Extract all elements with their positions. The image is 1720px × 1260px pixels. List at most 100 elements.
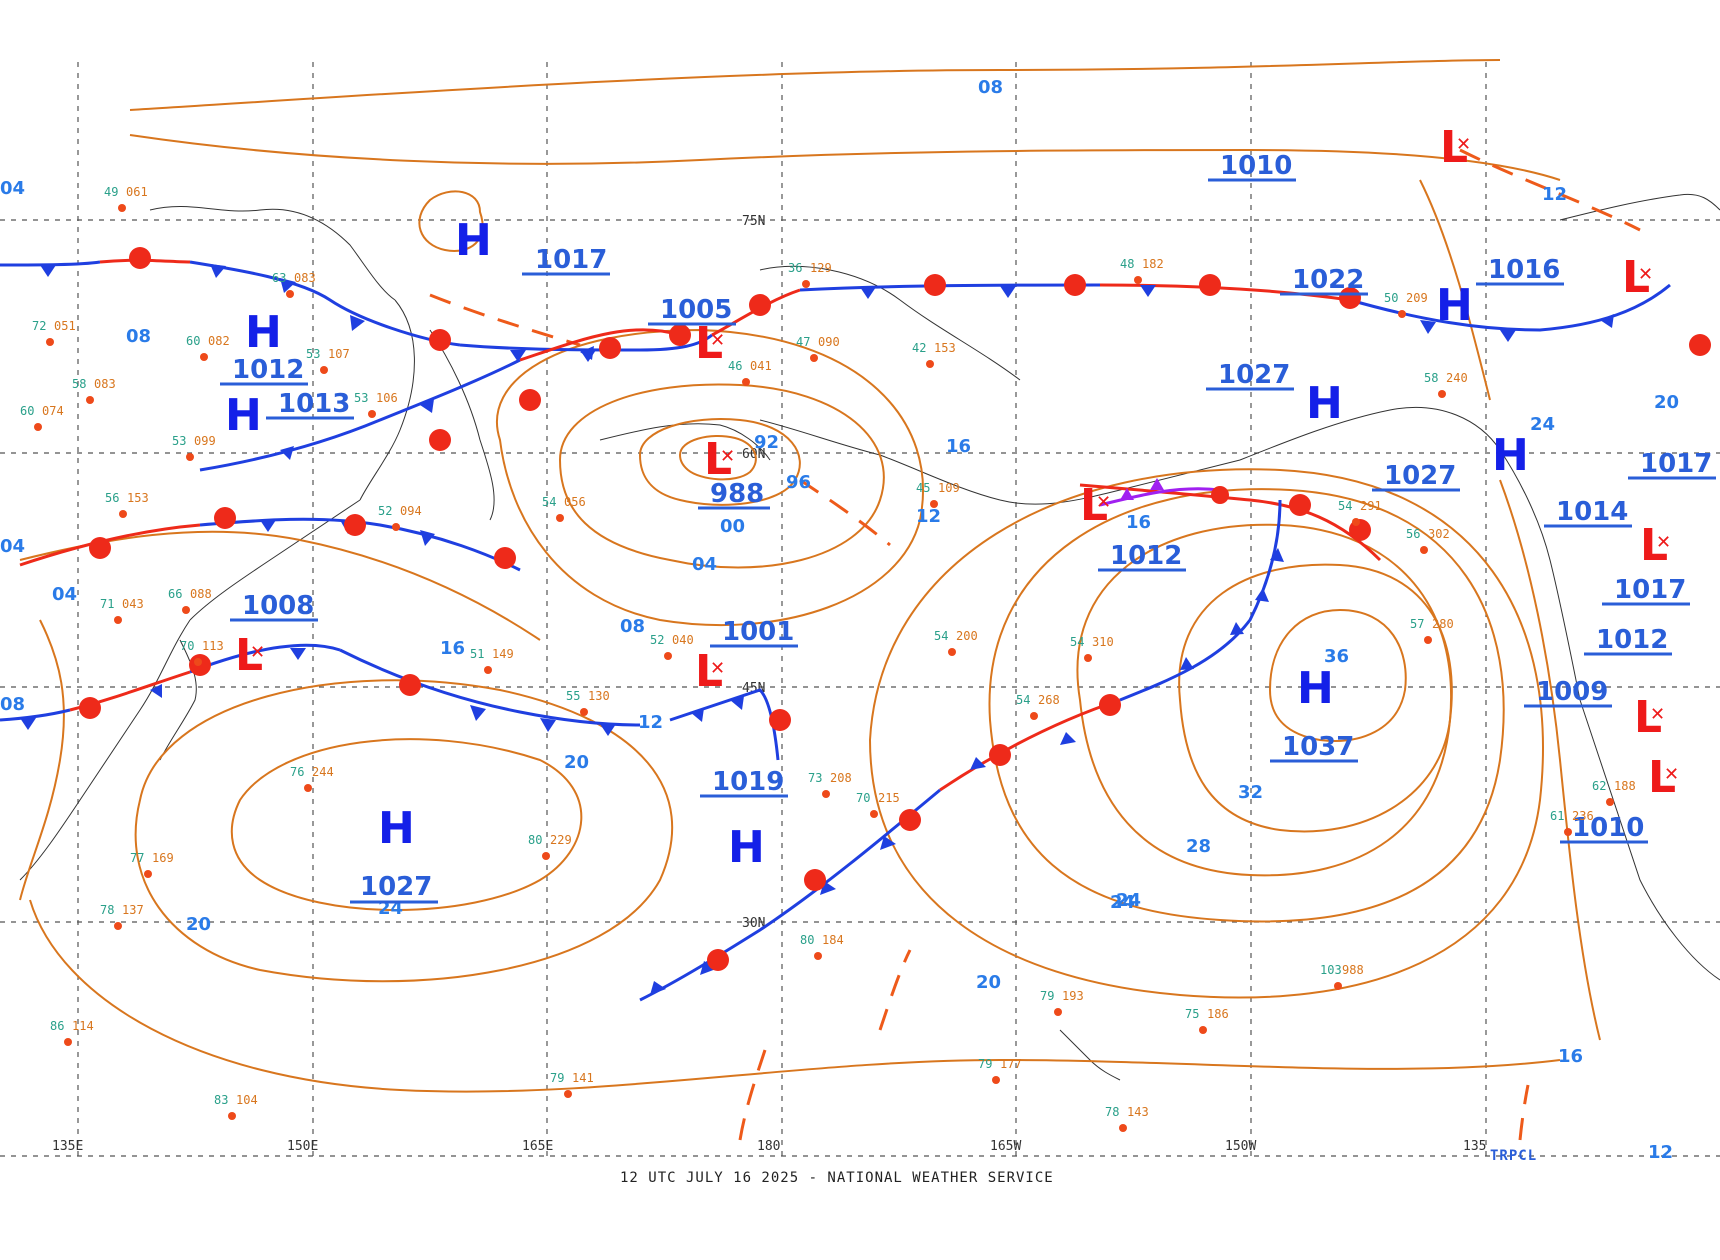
station-temperature: 50 [1384, 291, 1398, 305]
station-temperature: 83 [214, 1093, 228, 1107]
contour-label: 16 [946, 436, 971, 457]
low-symbol: L [1080, 480, 1108, 531]
station-temperature: 80 [800, 933, 814, 947]
station-temperature: 58 [72, 377, 86, 391]
lon-label-150e: 150E [287, 1139, 318, 1154]
high-symbol: H [1492, 430, 1529, 481]
station-temperature: 54 [1070, 635, 1084, 649]
low-symbol: L [235, 630, 263, 681]
station-circle [286, 290, 294, 298]
station-circle [814, 952, 822, 960]
pressure-value: 1017 [535, 245, 607, 275]
station-temperature: 47 [796, 335, 810, 349]
station-temperature: 79 [1040, 989, 1054, 1003]
station-pressure: 056 [564, 495, 586, 509]
station-plot: 60 082 [186, 334, 230, 361]
pressure-value: 1008 [242, 591, 314, 621]
station-temperature: 54 [1338, 499, 1352, 513]
station-temperature: 57 [1410, 617, 1424, 631]
station-pressure: 200 [956, 629, 978, 643]
station-temperature: 86 [50, 1019, 64, 1033]
contour-value-labels: 08 12 16 20 24 28 32 36 04 00 92 96 08 1… [0, 77, 1679, 1163]
station-pressure: 082 [208, 334, 230, 348]
pressure-value: 1013 [278, 389, 350, 419]
station-circle [1438, 390, 1446, 398]
station-pressure: 074 [42, 404, 64, 418]
contour-label: 24 [1530, 414, 1555, 435]
station-pressure: 149 [492, 647, 514, 661]
station-pressure: 186 [1207, 1007, 1229, 1021]
pressure-value: 1010 [1572, 813, 1644, 843]
contour-label: 12 [1648, 1142, 1673, 1163]
station-circle [542, 852, 550, 860]
station-circle [304, 784, 312, 792]
station-plot: 63 083 [272, 271, 316, 298]
station-pressure: 302 [1428, 527, 1450, 541]
high-symbol: H [225, 390, 262, 441]
station-pressure: 182 [1142, 257, 1164, 271]
station-temperature: 62 [1592, 779, 1606, 793]
low-symbol: L [1648, 752, 1676, 803]
station-temperature: 56 [105, 491, 119, 505]
contour-label: 08 [620, 616, 645, 637]
station-temperature: 53 [306, 347, 320, 361]
low-center-mark: ✕ [720, 446, 735, 467]
station-circle [320, 366, 328, 374]
lat-label-30n: 30N [742, 916, 765, 931]
station-temperature: 75 [1185, 1007, 1199, 1021]
station-plot: 80 229 [528, 833, 572, 860]
station-pressure: 114 [72, 1019, 94, 1033]
station-temperature: 60 [186, 334, 200, 348]
station-temperature: 49 [104, 185, 118, 199]
pressure-value: 1001 [722, 617, 794, 647]
pressure-value: 1012 [1110, 541, 1182, 571]
station-plot: 42 153 [912, 341, 956, 368]
station-pressure: 143 [1127, 1105, 1149, 1119]
pressure-value: 1019 [712, 767, 784, 797]
station-pressure: 130 [588, 689, 610, 703]
station-pressure: 104 [236, 1093, 258, 1107]
station-circle [34, 423, 42, 431]
station-circle [992, 1076, 1000, 1084]
station-pressure: 109 [938, 481, 960, 495]
pressure-value: 1017 [1614, 575, 1686, 605]
station-plot: 54 268 [1016, 693, 1060, 720]
station-temperature: 53 [354, 391, 368, 405]
station-circle [1352, 518, 1360, 526]
contour-label: 96 [786, 472, 811, 493]
station-temperature: 53 [172, 434, 186, 448]
high-symbol: H [1306, 378, 1343, 429]
station-temperature: 54 [542, 495, 556, 509]
station-circle [564, 1090, 572, 1098]
pressure-value: 1027 [360, 872, 432, 902]
station-plot: 79 141 [550, 1071, 594, 1098]
station-circle [114, 616, 122, 624]
station-plot: 61 236 [1550, 809, 1594, 836]
station-circle [194, 658, 202, 666]
contour-label: 36 [1324, 646, 1349, 667]
station-temperature: 79 [978, 1057, 992, 1071]
station-temperature: 63 [272, 271, 286, 285]
contour-label: 08 [0, 694, 25, 715]
lon-label-135: 135 [1463, 1139, 1486, 1154]
isobars [19, 59, 1601, 1093]
station-temperature: 103 [1320, 963, 1342, 977]
lat-label-75n: 75N [742, 214, 765, 229]
contour-label: 20 [976, 972, 1001, 993]
station-plot: 36 129 [788, 261, 832, 288]
station-circle [870, 810, 878, 818]
station-pressure: 291 [1360, 499, 1382, 513]
station-pressure: 229 [550, 833, 572, 847]
high-symbol: H [378, 803, 415, 854]
station-circle [802, 280, 810, 288]
station-circle [742, 378, 750, 386]
station-temperature: 56 [1406, 527, 1420, 541]
lat-lon-grid [0, 62, 1720, 1160]
station-pressure: 236 [1572, 809, 1594, 823]
station-plot: 75 186 [1185, 1007, 1229, 1034]
station-temperature: 52 [650, 633, 664, 647]
station-circle [1424, 636, 1432, 644]
station-plot: 60 074 [20, 404, 64, 431]
station-plot: 58 240 [1424, 371, 1468, 398]
station-pressure: 169 [152, 851, 174, 865]
